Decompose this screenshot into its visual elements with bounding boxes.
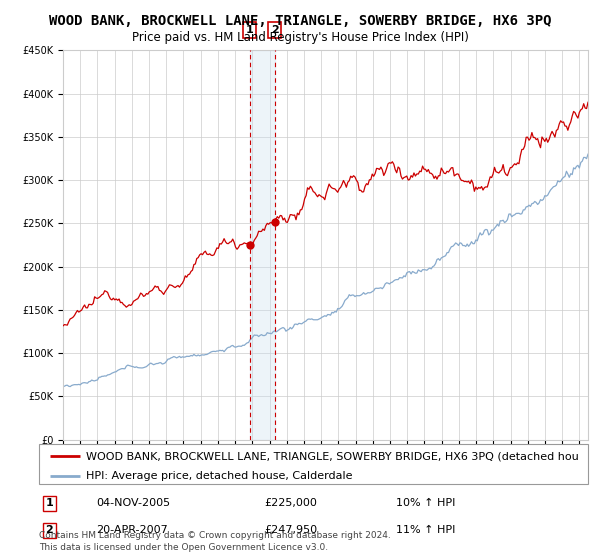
- Text: 1: 1: [246, 25, 253, 35]
- Text: 04-NOV-2005: 04-NOV-2005: [96, 498, 170, 508]
- Text: 1: 1: [46, 498, 53, 508]
- Text: WOOD BANK, BROCKWELL LANE, TRIANGLE, SOWERBY BRIDGE, HX6 3PQ: WOOD BANK, BROCKWELL LANE, TRIANGLE, SOW…: [49, 14, 551, 28]
- Text: 10% ↑ HPI: 10% ↑ HPI: [396, 498, 455, 508]
- Text: Contains HM Land Registry data © Crown copyright and database right 2024.
This d: Contains HM Land Registry data © Crown c…: [39, 531, 391, 552]
- Text: 2: 2: [271, 25, 278, 35]
- Text: 2: 2: [46, 525, 53, 535]
- Text: £225,000: £225,000: [264, 498, 317, 508]
- Text: WOOD BANK, BROCKWELL LANE, TRIANGLE, SOWERBY BRIDGE, HX6 3PQ (detached hou: WOOD BANK, BROCKWELL LANE, TRIANGLE, SOW…: [86, 451, 578, 461]
- Text: 20-APR-2007: 20-APR-2007: [96, 525, 168, 535]
- Bar: [250, 50, 275, 440]
- FancyBboxPatch shape: [39, 444, 588, 484]
- Text: HPI: Average price, detached house, Calderdale: HPI: Average price, detached house, Cald…: [86, 470, 352, 480]
- Text: £247,950: £247,950: [264, 525, 317, 535]
- Text: 11% ↑ HPI: 11% ↑ HPI: [396, 525, 455, 535]
- Text: Price paid vs. HM Land Registry's House Price Index (HPI): Price paid vs. HM Land Registry's House …: [131, 31, 469, 44]
